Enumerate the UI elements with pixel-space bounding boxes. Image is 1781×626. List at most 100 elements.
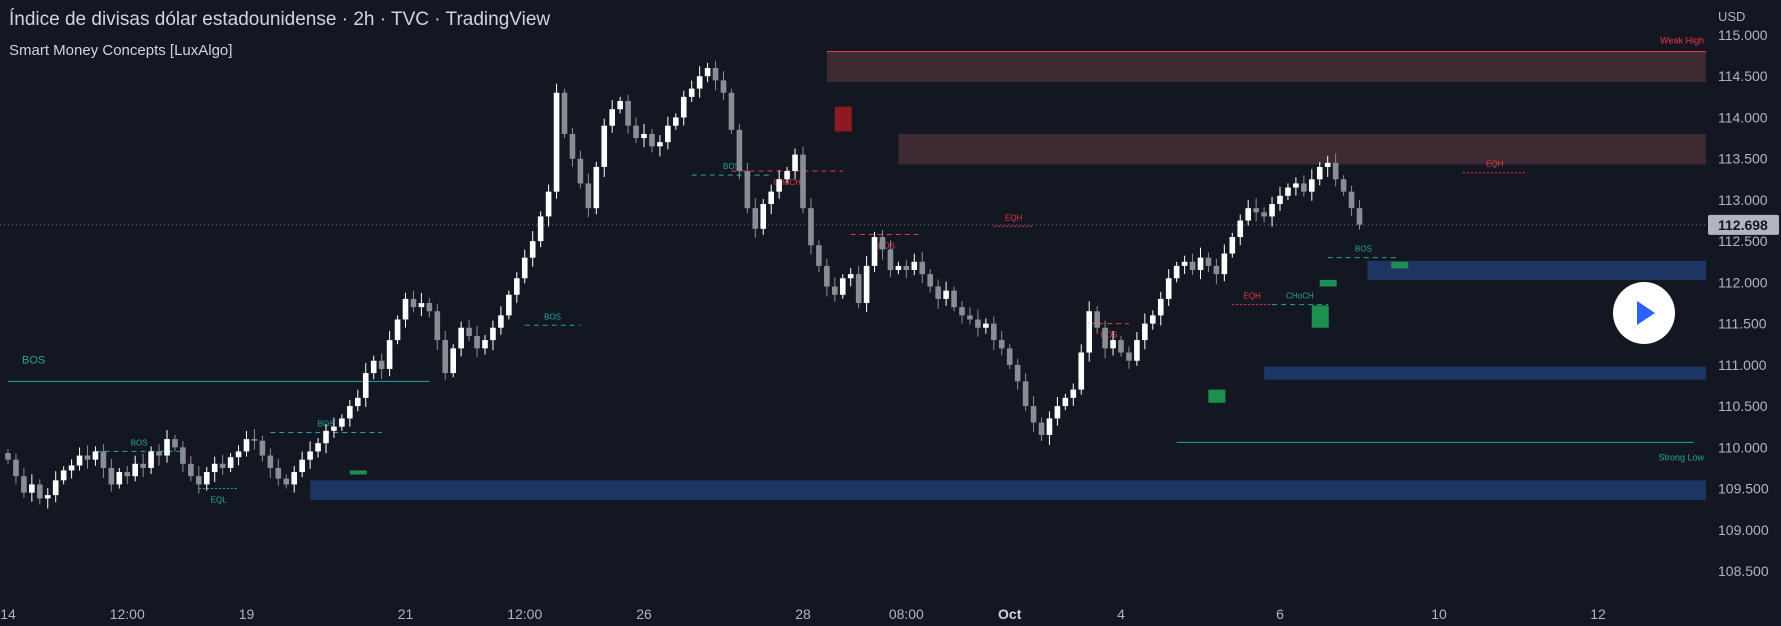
candle[interactable] <box>792 154 798 172</box>
candle[interactable] <box>498 315 504 328</box>
candle[interactable] <box>1142 323 1148 341</box>
candle[interactable] <box>736 129 743 172</box>
candle[interactable] <box>299 459 305 473</box>
candle[interactable] <box>1118 340 1124 353</box>
candle[interactable] <box>1277 195 1283 205</box>
candle[interactable] <box>60 470 67 481</box>
candle[interactable] <box>418 303 425 308</box>
candle[interactable] <box>951 290 957 308</box>
candle[interactable] <box>1102 327 1108 349</box>
candle[interactable] <box>1253 208 1259 213</box>
candle[interactable] <box>1213 265 1220 275</box>
candle[interactable] <box>728 92 735 130</box>
candle[interactable] <box>1150 315 1156 324</box>
candle[interactable] <box>537 216 544 242</box>
candle[interactable] <box>450 348 456 374</box>
candle[interactable] <box>1309 179 1315 192</box>
candle[interactable] <box>259 440 266 456</box>
candle[interactable] <box>164 439 170 456</box>
candle[interactable] <box>1269 204 1275 217</box>
candle[interactable] <box>673 117 679 126</box>
candle[interactable] <box>315 443 321 452</box>
candle[interactable] <box>752 208 759 229</box>
candle[interactable] <box>784 171 790 180</box>
candle[interactable] <box>1340 179 1347 192</box>
candle[interactable] <box>426 303 433 312</box>
candle[interactable] <box>235 451 242 458</box>
candle[interactable] <box>188 463 194 477</box>
candle[interactable] <box>649 133 655 147</box>
candle[interactable] <box>776 179 782 192</box>
candle[interactable] <box>434 311 441 341</box>
candle[interactable] <box>1086 311 1092 353</box>
candle[interactable] <box>1038 422 1045 435</box>
candle[interactable] <box>1165 278 1172 299</box>
candle[interactable] <box>506 294 512 316</box>
candle[interactable] <box>267 455 274 468</box>
candle[interactable] <box>29 484 35 493</box>
candle[interactable] <box>967 315 973 320</box>
candle[interactable] <box>13 459 19 477</box>
candle[interactable] <box>323 430 329 444</box>
candle[interactable] <box>1285 187 1291 196</box>
candle[interactable] <box>1245 208 1251 221</box>
candle[interactable] <box>362 373 369 398</box>
candle[interactable] <box>1348 191 1355 209</box>
candle[interactable] <box>720 80 727 93</box>
candle[interactable] <box>816 245 822 266</box>
candle[interactable] <box>768 191 774 205</box>
candle[interactable] <box>291 472 297 485</box>
candle[interactable] <box>1046 418 1053 435</box>
candle[interactable] <box>394 319 401 341</box>
candle[interactable] <box>180 447 186 464</box>
candle[interactable] <box>863 265 870 303</box>
candle[interactable] <box>911 261 918 271</box>
candle[interactable] <box>203 472 210 485</box>
candle[interactable] <box>521 257 528 279</box>
candle[interactable] <box>92 451 99 460</box>
candle[interactable] <box>680 96 687 118</box>
candle[interactable] <box>593 166 600 209</box>
candle[interactable] <box>378 360 385 369</box>
candle[interactable] <box>609 109 615 126</box>
candle[interactable] <box>855 274 862 303</box>
candle[interactable] <box>1316 166 1323 180</box>
candle[interactable] <box>633 125 639 139</box>
candle[interactable] <box>760 204 767 229</box>
candle[interactable] <box>5 453 11 460</box>
candle[interactable] <box>657 142 663 147</box>
candle[interactable] <box>1094 311 1100 328</box>
candle[interactable] <box>935 286 941 299</box>
candle[interactable] <box>68 465 75 471</box>
candle[interactable] <box>1356 208 1363 225</box>
candle[interactable] <box>100 451 107 468</box>
candle[interactable] <box>744 171 751 209</box>
candle[interactable] <box>108 467 115 485</box>
candle[interactable] <box>1189 261 1196 271</box>
candle[interactable] <box>959 307 965 316</box>
candle[interactable] <box>696 76 703 89</box>
candle[interactable] <box>983 323 989 328</box>
candle[interactable] <box>1324 162 1331 167</box>
candle[interactable] <box>975 319 981 328</box>
candle[interactable] <box>1332 162 1339 180</box>
candle[interactable] <box>1229 237 1236 254</box>
candle[interactable] <box>1126 352 1132 361</box>
candle[interactable] <box>561 92 568 134</box>
candle[interactable] <box>847 274 854 279</box>
candle[interactable] <box>1205 257 1212 266</box>
candle[interactable] <box>665 125 671 143</box>
candle[interactable] <box>887 249 894 271</box>
candle[interactable] <box>442 340 449 374</box>
candle[interactable] <box>585 183 592 209</box>
candle[interactable] <box>545 191 552 217</box>
candle[interactable] <box>704 67 711 77</box>
candle[interactable] <box>1062 397 1069 407</box>
candle[interactable] <box>943 290 949 299</box>
candle[interactable] <box>44 495 51 499</box>
candle[interactable] <box>116 472 123 485</box>
candle[interactable] <box>553 92 560 192</box>
candle[interactable] <box>903 265 910 271</box>
candle[interactable] <box>275 467 282 479</box>
